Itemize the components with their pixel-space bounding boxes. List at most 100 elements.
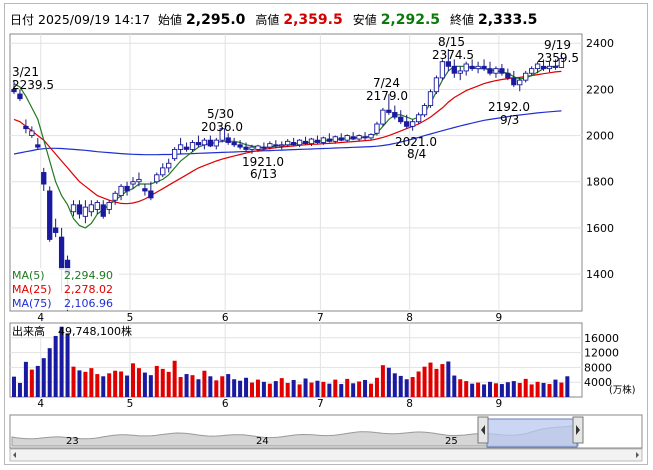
volume-bar [297,384,302,397]
ma75-line [13,110,562,156]
overview-scrollbar[interactable] [9,448,643,462]
candle-body [171,148,178,160]
volume-bar [315,380,320,397]
volume-bar [136,368,141,397]
volume-bar [493,383,498,397]
candle-body [237,144,243,148]
volume-y-tick: 8000 [584,361,612,374]
annotation-value: 2179.0 [366,89,408,103]
ma-legend: MA(5) 2,294.90 MA(25) 2,278.02 MA(75) 2,… [11,268,119,310]
volume-bar [547,384,552,397]
overview-right-handle[interactable] [572,416,584,444]
candle-body [344,135,350,141]
price-x-axis: 4 5 6 7 8 9 [37,312,502,324]
volume-bar [470,383,475,397]
price-x-tick: 5 [127,312,134,324]
annotation-date: 3/21 [12,65,39,79]
volume-bar [333,379,338,397]
volume-bar [261,381,266,397]
candle-body [76,204,83,215]
volume-bar [339,384,344,397]
candle-body [356,135,362,140]
volume-bar [488,381,492,397]
candle-body [267,143,273,148]
candle-body [410,121,416,127]
candle-body [243,146,249,150]
volume-bar [434,368,439,397]
candle-body [338,137,344,141]
candle-body [415,114,422,123]
candle-body [58,236,65,270]
candle-body [308,138,315,145]
volume-bar [53,335,58,397]
price-y-tick: 2200 [586,83,614,96]
volume-bar [529,384,534,397]
candle-body [421,105,428,116]
annotation-date: 7/24 [373,76,400,90]
ma75-legend-label: MA(75) [12,297,52,310]
price-x-tick: 6 [222,312,229,324]
ma5-legend-label: MA(5) [12,269,45,282]
candle-body [261,146,267,149]
candle-body [552,65,559,68]
candle-body [201,139,208,146]
volume-bar [244,377,249,397]
price-header: 日付 2025/09/19 14:17 始値 2,295.0 高値 2,359.… [10,9,543,31]
volume-bar [148,375,153,397]
candle-body [41,172,47,185]
candle-body [291,142,297,146]
high-value: 2,359.5 [283,12,343,28]
volume-bar [250,382,254,397]
annotation-date: 9/3 [500,113,519,127]
low-label: 安値 [352,13,377,27]
volume-bar [321,381,326,397]
candle-body [177,144,184,150]
price-y-axis: 2400 2200 2000 1800 1600 1400 [586,37,614,281]
candle-body [255,145,261,150]
overview-year-labels: 23 24 25 [66,436,458,447]
candle-body [350,136,356,140]
volume-bar [386,367,391,397]
open-value: 2,295.0 [186,12,246,28]
candle-body [118,185,124,197]
candle-body [106,202,112,210]
volume-bar [107,373,112,397]
candle-body [469,65,475,70]
candle-body [195,142,202,146]
volume-bar [511,381,516,397]
candle-body [285,140,291,146]
candle-body [189,142,196,150]
candle-body [279,144,285,147]
volume-bar [226,374,231,397]
candle-body [374,123,380,134]
overview-selection[interactable] [486,418,578,448]
volume-bar [416,371,421,397]
candle-body [326,138,332,142]
volume-y-tick: 12000 [584,347,619,360]
price-y-tick: 1600 [586,222,614,235]
candle-body [53,227,59,233]
volume-bar [125,375,130,397]
candle-body [160,167,166,176]
annotation-date: 9/19 [544,38,571,52]
candle-body [231,142,237,146]
volume-x-tick: 5 [127,398,134,410]
candle-body [17,93,23,100]
volume-bar [523,378,528,397]
volume-bar [190,375,195,397]
volume-bar [220,376,225,397]
candle-body [112,192,118,201]
overview-left-handle[interactable] [477,416,489,444]
volume-bar [232,379,237,397]
price-x-tick: 8 [406,312,413,324]
candle-body [487,68,493,74]
overview-year-23: 23 [66,436,79,447]
volume-bar [440,364,445,397]
candle-body [23,125,29,130]
volume-bar [345,378,350,397]
volume-bar [214,380,219,397]
volume-value: 49,748,100株 [58,324,132,338]
candle-body [100,204,106,217]
volume-bar [351,383,356,397]
volume-bar [71,366,76,397]
